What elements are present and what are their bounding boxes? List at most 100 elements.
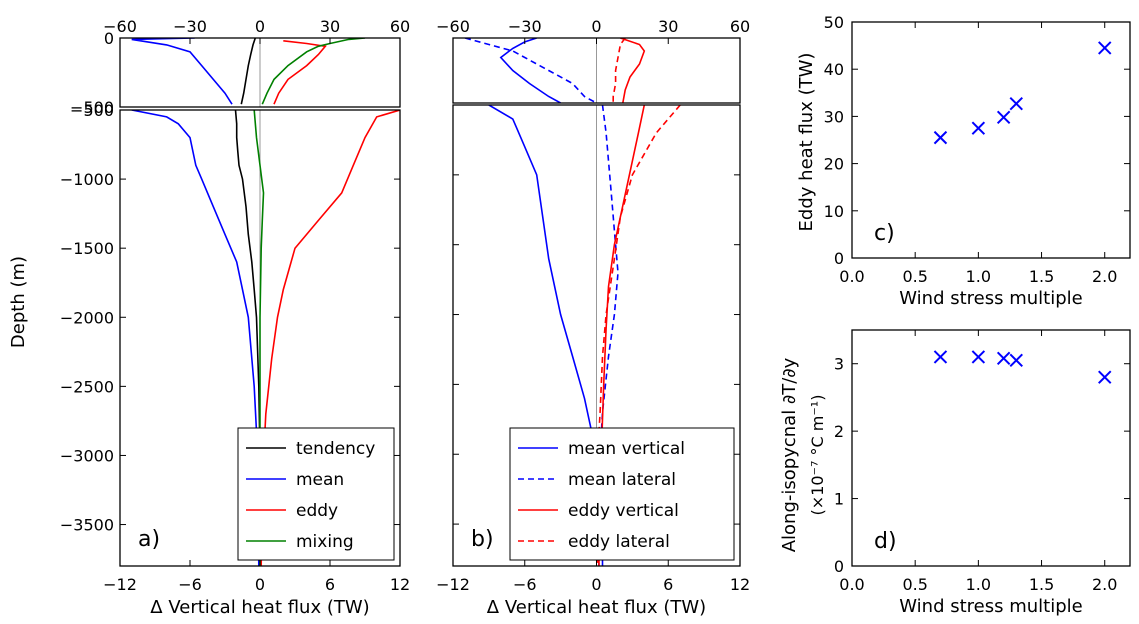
x-tick-label: 0 <box>255 575 265 594</box>
y-tick-label: 3 <box>834 355 844 374</box>
data-point <box>971 350 986 364</box>
data-point <box>1098 370 1112 384</box>
x-tick-label: 0 <box>255 17 265 36</box>
y-tick-label: 30 <box>824 107 844 126</box>
x-tick-label: 1.0 <box>966 575 991 594</box>
x-tick-label: −60 <box>103 17 137 36</box>
y-tick-label: 0 <box>104 29 114 48</box>
x-tick-label: 12 <box>390 575 410 594</box>
y-tick-label: −3000 <box>60 446 114 465</box>
panel-label: d) <box>874 529 897 554</box>
x-tick-label: −60 <box>436 17 470 36</box>
y-tick-label: 20 <box>824 155 844 174</box>
legend-box <box>237 427 395 561</box>
x-tick-label: 6 <box>663 575 673 594</box>
x-tick-label: 0.5 <box>902 267 927 286</box>
data-point <box>1098 41 1112 55</box>
x-tick-label: 1.0 <box>966 267 991 286</box>
x-tick-label: 60 <box>390 17 410 36</box>
y-tick-label: 1 <box>834 490 844 509</box>
data-point-stroke <box>1098 41 1112 55</box>
y-tick-label: 50 <box>824 13 844 32</box>
panel-label: a) <box>138 527 160 552</box>
x-tick-label: 60 <box>730 17 750 36</box>
data-point-stroke <box>933 350 948 364</box>
y-axis-label: Eddy heat flux (TW) <box>796 53 817 232</box>
y-tick-label: 40 <box>824 60 844 79</box>
x-tick-label: 0 <box>591 575 601 594</box>
x-tick-label: −30 <box>508 17 542 36</box>
series-eddy-lateral-lower <box>596 105 681 566</box>
x-tick-label: 0.0 <box>839 267 864 286</box>
series-mean-lateral-upper <box>464 38 597 103</box>
series-mixing-lower <box>253 110 265 566</box>
x-tick-label: 1.5 <box>1029 267 1054 286</box>
x-tick-label: −6 <box>513 575 537 594</box>
y-tick-label: −2500 <box>60 377 114 396</box>
series-tendency-lower <box>234 110 261 566</box>
series-eddy-upper <box>273 40 327 105</box>
x-tick-label: −6 <box>178 575 202 594</box>
x-axis-label: Δ Vertical heat flux (TW) <box>487 597 706 618</box>
y-tick-label: −1000 <box>60 170 114 189</box>
y-tick-label: −500 <box>70 98 114 117</box>
x-tick-label: −30 <box>173 17 207 36</box>
data-point-stroke <box>996 110 1011 125</box>
data-point-stroke <box>1098 370 1112 384</box>
y-tick-label: −3500 <box>60 516 114 535</box>
data-point-stroke <box>933 130 948 145</box>
data-point <box>933 130 948 145</box>
legend-entry: mean <box>296 470 344 490</box>
data-point-stroke <box>971 121 986 135</box>
x-tick-label: 0.5 <box>902 575 927 594</box>
series-mean-lower <box>131 110 260 566</box>
data-point-stroke <box>971 350 986 364</box>
series-eddy-vertical-upper <box>620 38 646 103</box>
panel-label: c) <box>874 221 895 246</box>
x-axis-label: Δ Vertical heat flux (TW) <box>150 597 369 618</box>
data-point-stroke <box>996 351 1011 366</box>
legend-entry: tendency <box>296 439 375 459</box>
legend-entry: eddy <box>296 501 338 521</box>
data-point-stroke <box>1009 353 1023 368</box>
series-mean-upper <box>131 38 233 105</box>
series-tendency-upper <box>240 38 257 105</box>
legend-entry: eddy lateral <box>568 532 670 552</box>
data-point <box>933 350 948 364</box>
x-tick-label: 12 <box>730 575 750 594</box>
y-tick-label: 10 <box>824 202 844 221</box>
series-mixing-upper <box>261 38 366 105</box>
panel-c-frame <box>851 21 1131 259</box>
x-axis-label: Wind stress multiple <box>899 596 1082 617</box>
x-tick-label: 6 <box>325 575 335 594</box>
y-tick-label: −2000 <box>60 308 114 327</box>
panel-label: b) <box>471 527 494 552</box>
y-tick-label: −1500 <box>60 239 114 258</box>
series-mean-vertical-upper <box>499 38 561 103</box>
data-point <box>996 351 1011 366</box>
series-eddy-lateral-upper <box>612 38 626 103</box>
x-tick-label: 2.0 <box>1092 267 1117 286</box>
x-tick-label: 0.0 <box>839 575 864 594</box>
x-tick-label: 30 <box>320 17 340 36</box>
data-point <box>996 110 1011 125</box>
legend-entry: mixing <box>296 532 354 552</box>
y-axis-label: Depth (m) <box>8 256 29 348</box>
data-point-stroke <box>1009 96 1023 111</box>
series-eddy-vertical-lower <box>598 105 646 566</box>
x-tick-label: 0 <box>591 17 601 36</box>
legend-entry: eddy vertical <box>568 501 679 521</box>
x-tick-label: 2.0 <box>1092 575 1117 594</box>
data-point <box>971 121 986 135</box>
x-axis-label: Wind stress multiple <box>899 288 1082 309</box>
legend-entry: mean vertical <box>568 439 685 459</box>
y-axis-label: Along-isopycnal ∂T/∂y <box>779 357 800 552</box>
y-axis-units: (×10⁻⁷ °C m⁻¹) <box>808 395 827 516</box>
y-tick-label: −500 <box>70 101 114 120</box>
series-eddy-lower <box>260 110 400 566</box>
y-tick-label: 0 <box>834 557 844 576</box>
legend-entry: mean lateral <box>568 470 676 490</box>
legend-box <box>509 427 735 561</box>
data-point <box>1009 353 1023 368</box>
